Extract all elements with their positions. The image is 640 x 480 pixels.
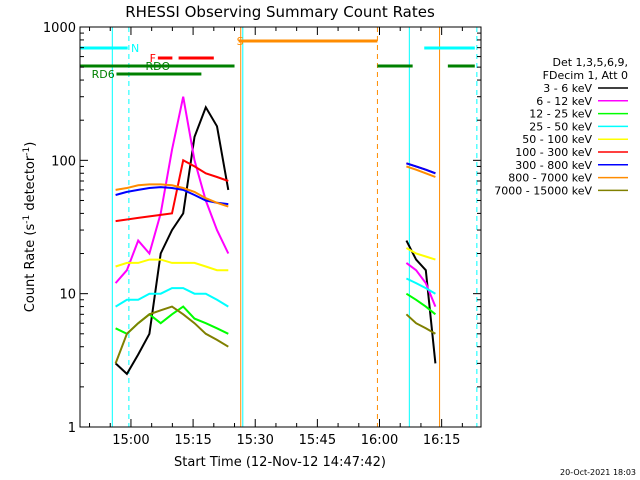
series-line xyxy=(114,96,230,284)
y-axis-label-end: ) xyxy=(23,142,38,147)
series-line xyxy=(405,292,437,316)
series-line xyxy=(114,305,229,364)
y-axis-label: Count Rate (s-1 detector-1) xyxy=(22,142,38,313)
x-tick-label: 15:00 xyxy=(112,433,149,448)
legend-entry-label: 3 - 6 keV xyxy=(543,82,592,95)
flag-bar-segment xyxy=(377,64,413,68)
flag-bar-segment xyxy=(178,56,214,60)
flag-label: N xyxy=(131,42,139,55)
timestamp: 20-Oct-2021 18:03 xyxy=(560,468,636,477)
flag-bar-segment xyxy=(157,56,173,60)
legend-entry-label: 25 - 50 keV xyxy=(529,120,592,133)
series-line xyxy=(406,162,436,175)
series-line xyxy=(115,258,229,272)
axes: 15:00 15:15 15:30 15:45 16:00 16:15 1 10 100 1000 xyxy=(43,21,481,448)
flag-label: RD6 xyxy=(92,68,115,81)
legend-entry-label: 800 - 7000 keV xyxy=(508,172,592,185)
chart-title: RHESSI Observing Summary Count Rates xyxy=(125,3,435,21)
y-tick-label: 10 xyxy=(59,288,76,303)
flag-bar-segment xyxy=(238,39,378,43)
flag-bar-segment xyxy=(116,72,202,76)
series-line xyxy=(115,186,229,206)
series-line xyxy=(406,165,436,178)
y-tick-label: 1000 xyxy=(43,21,76,36)
flag-label: RDO xyxy=(145,60,170,73)
y-axis-label-mid: detector xyxy=(23,155,38,215)
legend-entry-label: 12 - 25 keV xyxy=(529,108,592,121)
flag-bars: NF S RDO RD6 xyxy=(80,35,475,81)
x-tick-label: 16:15 xyxy=(423,433,460,448)
y-tick-label: 100 xyxy=(51,154,76,169)
data-series xyxy=(114,96,437,376)
legend: Det 1,3,5,6,9, FDecim 1, Att 0 3 - 6 keV… xyxy=(494,56,628,197)
series-line xyxy=(115,287,229,308)
flag-label: S xyxy=(237,35,244,48)
series-line xyxy=(115,158,229,223)
flag-bar-segment xyxy=(447,64,475,68)
y-axis-label-sup1: -1 xyxy=(22,215,32,224)
x-tick-label: 15:15 xyxy=(174,433,211,448)
x-axis-label: Start Time (12-Nov-12 14:47:42) xyxy=(174,455,386,470)
series-line xyxy=(114,105,230,376)
y-axis-label-main: Count Rate (s xyxy=(23,224,38,313)
series-line xyxy=(405,313,436,335)
legend-entry-label: 6 - 12 keV xyxy=(536,95,592,108)
series-line xyxy=(405,247,436,261)
flag-label: F xyxy=(150,52,156,65)
legend-entry-label: 100 - 300 keV xyxy=(515,146,592,159)
flag-bar-segment xyxy=(424,46,475,50)
y-tick-label: 1 xyxy=(68,421,76,436)
legend-entry-label: 50 - 100 keV xyxy=(522,133,592,146)
legend-header-line-1: Det 1,3,5,6,9, xyxy=(552,56,628,69)
flag-bar-segment xyxy=(80,64,235,68)
series-line xyxy=(405,277,436,295)
legend-entry-label: 7000 - 15000 keV xyxy=(494,184,592,197)
series-line xyxy=(405,262,437,307)
legend-entry-label: 300 - 800 keV xyxy=(515,159,592,172)
series-line xyxy=(115,183,229,208)
x-tick-label: 15:45 xyxy=(299,433,336,448)
legend-header-line-2: FDecim 1, Att 0 xyxy=(543,69,628,82)
flag-bar-segment xyxy=(80,46,128,50)
plot-frame xyxy=(79,26,482,428)
x-tick-label: 16:00 xyxy=(361,433,398,448)
y-axis-label-sup2: -1 xyxy=(22,147,32,156)
x-tick-label: 15:30 xyxy=(236,433,273,448)
